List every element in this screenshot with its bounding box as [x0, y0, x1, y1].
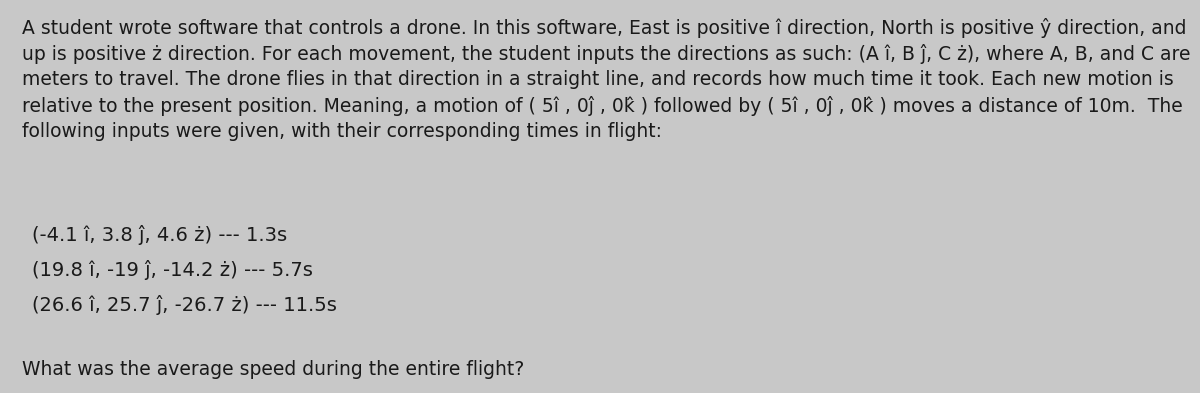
Text: A student wrote software that controls a drone. In this software, East is positi: A student wrote software that controls a…: [22, 18, 1187, 38]
Text: (19.8 î, -19 ĵ, -14.2 ż) --- 5.7s: (19.8 î, -19 ĵ, -14.2 ż) --- 5.7s: [32, 260, 313, 280]
Text: following inputs were given, with their corresponding times in flight:: following inputs were given, with their …: [22, 122, 662, 141]
Text: up is positive ż direction. For each movement, the student inputs the directions: up is positive ż direction. For each mov…: [22, 44, 1190, 64]
Text: (-4.1 î, 3.8 ĵ, 4.6 ż) --- 1.3s: (-4.1 î, 3.8 ĵ, 4.6 ż) --- 1.3s: [32, 225, 287, 245]
Text: (26.6 î, 25.7 ĵ, -26.7 ż) --- 11.5s: (26.6 î, 25.7 ĵ, -26.7 ż) --- 11.5s: [32, 295, 337, 315]
Text: meters to travel. The drone flies in that direction in a straight line, and reco: meters to travel. The drone flies in tha…: [22, 70, 1174, 89]
Text: relative to the present position. Meaning, a motion of ( 5î , 0ĵ , 0k̂ ) followe: relative to the present position. Meanin…: [22, 96, 1183, 116]
Text: What was the average speed during the entire flight?: What was the average speed during the en…: [22, 360, 524, 379]
